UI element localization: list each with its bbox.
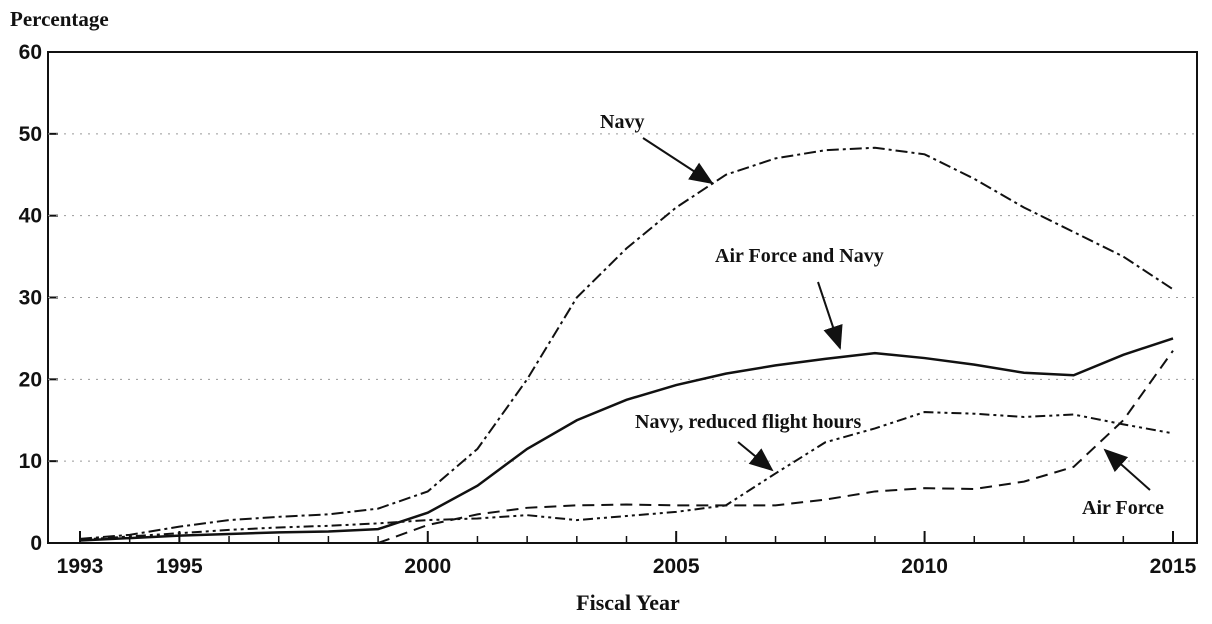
series-annotation: Navy <box>600 111 644 133</box>
x-tick-label: 2015 <box>1150 555 1197 578</box>
y-tick-label: 20 <box>19 368 42 391</box>
series-annotation: Navy, reduced flight hours <box>635 411 862 433</box>
x-tick-label: 2010 <box>901 555 948 578</box>
y-tick-label: 40 <box>19 205 42 228</box>
annotation-arrow <box>1103 448 1151 491</box>
x-tick-label: 2000 <box>404 555 451 578</box>
x-tick-label: 1995 <box>156 555 203 578</box>
y-tick-label: 60 <box>19 41 42 64</box>
x-tick-label: 1993 <box>57 555 104 578</box>
y-axis-label: Percentage <box>10 7 109 31</box>
y-tick-label: 10 <box>19 450 42 473</box>
x-axis-label: Fiscal Year <box>576 590 680 615</box>
annotation-arrow <box>642 137 714 185</box>
series-line <box>79 146 1174 540</box>
y-tick-label: 0 <box>30 532 42 555</box>
series-annotation: Air Force <box>1082 497 1164 519</box>
series-annotation: Air Force and Navy <box>715 245 884 267</box>
series-line <box>377 350 1174 544</box>
series-line <box>79 337 1174 542</box>
x-tick-label: 2005 <box>653 555 700 578</box>
y-tick-label: 30 <box>19 287 42 310</box>
annotation-arrow <box>737 441 774 472</box>
y-tick-label: 50 <box>19 123 42 146</box>
series-line <box>79 411 1174 541</box>
annotation-arrow <box>817 281 843 350</box>
